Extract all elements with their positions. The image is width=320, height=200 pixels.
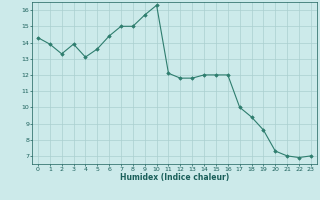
- X-axis label: Humidex (Indice chaleur): Humidex (Indice chaleur): [120, 173, 229, 182]
